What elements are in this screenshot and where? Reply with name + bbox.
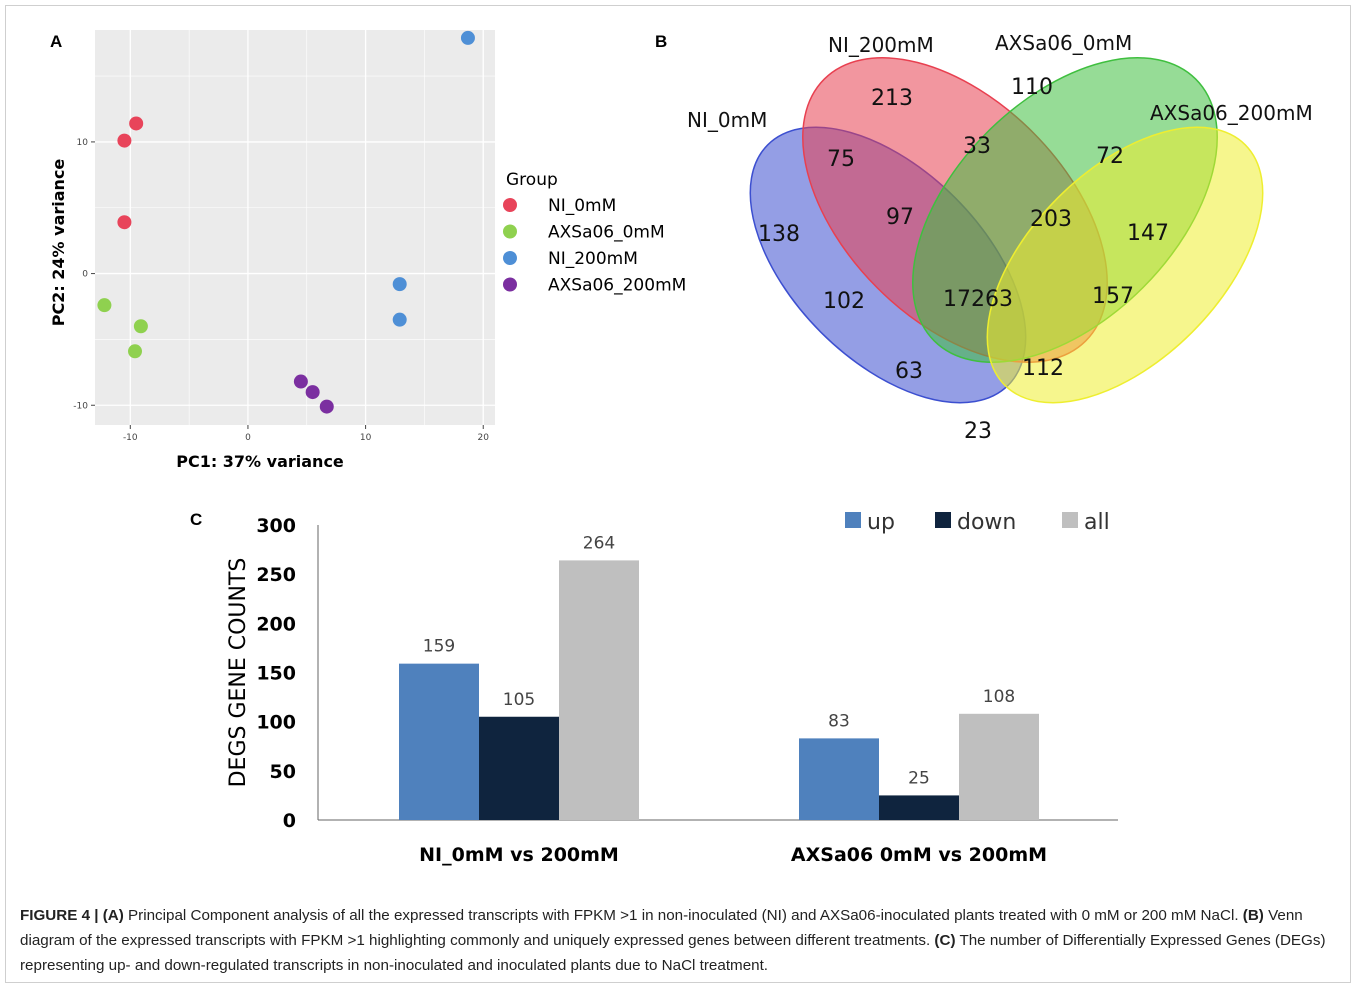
venn-region-count: 157 <box>1092 284 1134 309</box>
venn-region-count: 72 <box>1096 144 1124 169</box>
pca-legend-marker <box>503 277 517 292</box>
venn-region-count: 63 <box>895 359 923 384</box>
venn-region-count: 147 <box>1127 221 1169 246</box>
pca-legend-label: AXSa06_200mM <box>548 276 686 296</box>
pca-x-tick-label: 20 <box>478 433 490 443</box>
bar-value-label: 264 <box>583 533 615 553</box>
pca-scatter-plot: -10 0 10 20 -10 0 10 PC1: 37% variance PC2: 24% … <box>49 30 686 471</box>
pca-point <box>117 215 132 230</box>
bar <box>799 738 879 820</box>
pca-y-tick-label: -10 <box>73 401 88 411</box>
venn-region-count: 138 <box>758 222 800 247</box>
caption-c-text: The number of Differentially Expressed G… <box>20 932 1326 974</box>
venn-region-count: 102 <box>823 289 865 314</box>
pca-plot-background <box>95 30 495 425</box>
bar-value-label: 108 <box>983 687 1015 707</box>
bar <box>879 795 959 820</box>
pca-point <box>392 277 407 292</box>
bar-y-tick-label: 0 <box>283 810 296 832</box>
pca-point <box>133 319 148 334</box>
bar-y-axis-label: DEGS GENE COUNTS <box>226 558 251 788</box>
venn-set-label: AXSa06_0mM <box>995 31 1132 55</box>
caption-a-text: Principal Component analysis of all the … <box>123 907 1243 924</box>
caption-b-tag: (B) <box>1242 907 1264 924</box>
venn-region-count: 97 <box>886 205 914 230</box>
venn-set-label: NI_200mM <box>828 33 934 57</box>
bar-value-label: 83 <box>828 711 850 731</box>
bar-legend-swatch <box>845 512 861 528</box>
bar-legend-label: down <box>957 510 1016 535</box>
bar <box>479 716 559 820</box>
bar-category-label: AXSa06 0mM vs 200mM <box>791 844 1047 866</box>
caption-a-tag: (A) <box>102 907 124 924</box>
figure-frame <box>5 5 1351 983</box>
pca-y-axis-label: PC2: 24% variance <box>49 159 68 327</box>
panel-label-a: A <box>50 32 63 51</box>
venn-region-count: 203 <box>1030 207 1072 232</box>
bar <box>399 663 479 820</box>
pca-x-tick-label: 0 <box>245 433 251 443</box>
bar-y-tick-label: 250 <box>256 564 296 586</box>
venn-set-label: AXSa06_200mM <box>1150 101 1313 125</box>
pca-legend-label: NI_0mM <box>548 196 616 216</box>
bar <box>959 713 1039 820</box>
pca-y-tick-label: 10 <box>77 138 89 148</box>
panel-label-b: B <box>655 32 668 51</box>
bar-y-tick-label: 300 <box>256 515 296 537</box>
figure-caption: FIGURE 4 | (A) Principal Component analy… <box>20 903 1340 978</box>
pca-x-tick-label: -10 <box>123 433 138 443</box>
pca-point <box>129 116 144 131</box>
pca-point <box>305 385 320 400</box>
pca-point <box>460 30 475 45</box>
pca-legend-marker <box>503 224 517 239</box>
bar-y-tick-label: 50 <box>270 761 296 783</box>
venn-region-count: 33 <box>963 134 991 159</box>
bar-value-label: 25 <box>908 768 930 788</box>
panel-label-c: C <box>190 510 203 529</box>
bar-category-label: NI_0mM vs 200mM <box>419 844 619 866</box>
pca-legend-title: Group <box>506 170 558 190</box>
venn-set-label: NI_0mM <box>687 108 767 132</box>
pca-legend-label: NI_200mM <box>548 249 638 269</box>
caption-c-tag: (C) <box>934 932 956 949</box>
venn-region-count: 110 <box>1011 75 1053 100</box>
pca-point <box>97 298 112 313</box>
venn-region-count: 75 <box>827 147 855 172</box>
venn-region-count: 23 <box>964 419 992 444</box>
bar-value-label: 159 <box>423 637 455 657</box>
venn-ellipse <box>986 126 1264 404</box>
pca-point <box>293 374 308 389</box>
bar <box>559 560 639 820</box>
bar-legend-label: all <box>1084 510 1110 535</box>
pca-point <box>319 399 334 414</box>
pca-legend-marker <box>503 251 517 265</box>
pca-legend-label: AXSa06_0mM <box>548 223 665 243</box>
pca-point <box>128 344 142 359</box>
bar-y-tick-label: 150 <box>256 663 296 685</box>
pca-point <box>117 133 132 148</box>
pca-point <box>392 312 407 327</box>
venn-region-count: 112 <box>1022 356 1064 381</box>
bar-value-label: 105 <box>503 690 535 710</box>
caption-b-text: Venn diagram of the expressed transcript… <box>20 907 1303 949</box>
pca-x-axis-label: PC1: 37% variance <box>176 452 344 471</box>
venn-diagram: NI_0mM NI_200mM AXSa06_0mM AXSa06_200mM 213 1… <box>687 31 1313 444</box>
bar-y-tick-label: 100 <box>256 712 296 734</box>
bar-legend-swatch <box>935 512 951 528</box>
bar-y-tick-label: 200 <box>256 613 296 635</box>
pca-x-tick-label: 10 <box>360 433 372 443</box>
venn-region-count: 17263 <box>943 287 1013 312</box>
pca-legend-marker <box>503 198 517 212</box>
bar-legend-label: up <box>867 510 895 535</box>
pca-y-tick-label: 0 <box>82 270 88 280</box>
bar-legend-swatch <box>1062 512 1078 528</box>
caption-figure-label: FIGURE 4 | <box>20 907 103 924</box>
venn-region-count: 213 <box>871 86 913 111</box>
